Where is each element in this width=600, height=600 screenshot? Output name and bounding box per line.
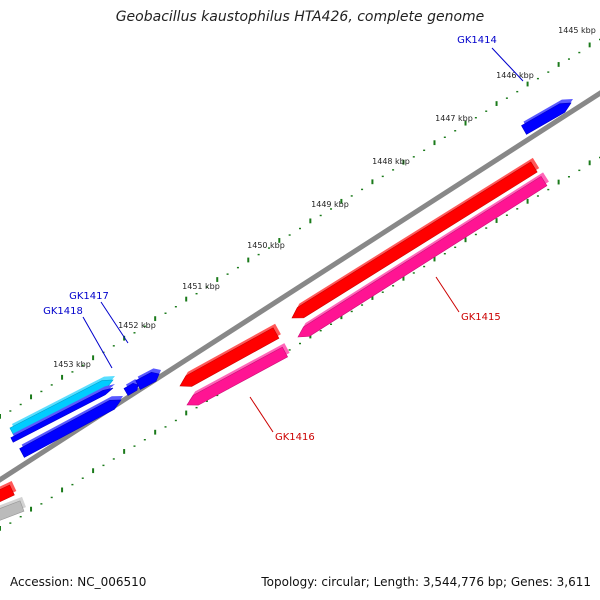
- gene-partial-grey: [0, 496, 26, 521]
- gene-label-leader: [249, 396, 274, 433]
- accession-label: Accession: NC_006510: [10, 575, 147, 589]
- tick-label: 1449 kbp: [311, 200, 349, 209]
- gene-label-gk1416: GK1416: [275, 432, 315, 443]
- gene-gk1415-pink: [297, 172, 549, 338]
- gene-partial-red: [0, 481, 17, 503]
- gene-gk1414: [521, 99, 573, 135]
- gene-gk1417: [135, 368, 161, 390]
- tick-track-lower: [0, 156, 600, 531]
- gene-gk1416-pink: [186, 343, 290, 406]
- tick-label: 1451 kbp: [182, 282, 220, 291]
- gene-gk1418: [19, 396, 123, 458]
- genome-backbone: [0, 90, 600, 483]
- gene-label-gk1414: GK1414: [457, 35, 497, 46]
- gene-label-gk1418: GK1418: [43, 306, 83, 317]
- tick-label: 1450 kbp: [247, 241, 285, 250]
- gene-label-leader: [435, 276, 460, 313]
- tick-label: 1445 kbp: [558, 26, 596, 35]
- gene-partial-grey-body: [0, 500, 25, 521]
- tick-label: 1448 kbp: [372, 157, 410, 166]
- gene-gk1418-stripe: [10, 384, 115, 443]
- tick-label: 1447 kbp: [435, 114, 473, 123]
- gene-gk1415: [291, 157, 540, 319]
- backbone-layer: [0, 90, 600, 483]
- gene-label-leader: [82, 316, 113, 369]
- gene-label-leader: [491, 47, 524, 82]
- gene-label-leader: [100, 301, 129, 344]
- tick-labels-layer: 1445 kbp 1446 kbp 1447 kbp 1448 kbp 1449 kbp…: [53, 26, 596, 369]
- gene-gk1416-body: [179, 327, 280, 387]
- gene-gk1418-body: [19, 399, 122, 458]
- gene-label-gk1415: GK1415: [461, 312, 501, 323]
- gene-partial-red-body: [0, 484, 15, 503]
- gene-gk1415-pink-body: [297, 175, 548, 338]
- genes-layer: [0, 99, 573, 521]
- gene-label-gk1417: GK1417: [69, 291, 109, 302]
- tick-label: 1452 kbp: [118, 321, 156, 330]
- genome-summary: Topology: circular; Length: 3,544,776 bp…: [261, 575, 591, 589]
- gene-gk1415-body: [291, 161, 538, 319]
- gene-labels-layer: GK1414 GK1415 GK1416 GK1417 GK1418: [43, 35, 524, 443]
- gene-gk1418-stripe-body: [10, 387, 114, 443]
- gene-gk1417-a-body: [123, 382, 139, 396]
- gene-gk1414-body: [521, 102, 572, 135]
- gene-gk1416: [179, 323, 281, 387]
- gene-gk1417-body: [135, 372, 160, 390]
- gene-gk1416-pink-body: [186, 346, 289, 406]
- map-title: Geobacillus kaustophilus HTA426, complet…: [115, 9, 485, 25]
- tick-label: 1453 kbp: [53, 360, 91, 369]
- tick-label: 1446 kbp: [496, 71, 534, 80]
